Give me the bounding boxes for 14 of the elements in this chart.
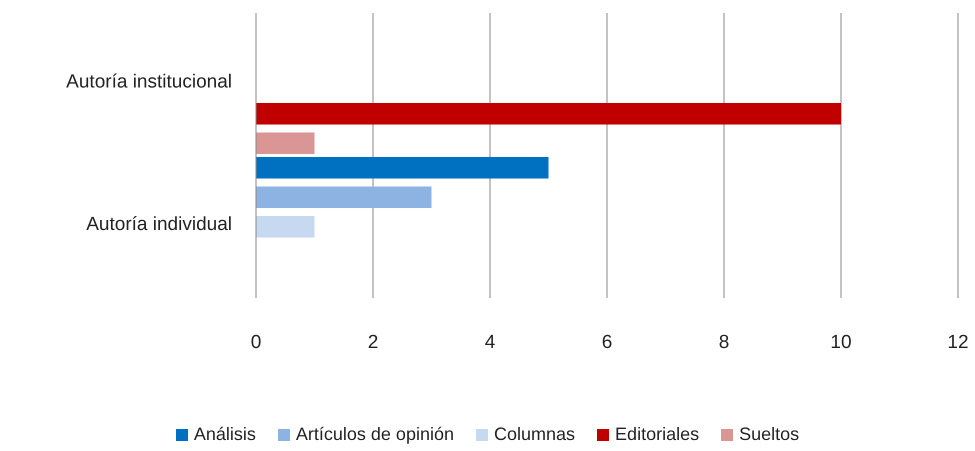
x-tick-label: 4 [484, 332, 496, 353]
legend-label: Sueltos [739, 424, 800, 445]
y-tick-label: Autoría individual [86, 214, 232, 235]
x-tick-label: 6 [602, 332, 612, 353]
legend-label: Análisis [194, 424, 256, 445]
legend-label: Artículos de opinión [296, 424, 454, 445]
x-tick-label: 0 [250, 332, 262, 353]
x-tick-label: 12 [947, 332, 969, 353]
y-tick-label: Autoría institucional [66, 71, 232, 92]
legend-label: Columnas [494, 424, 576, 445]
x-tick-label: 8 [718, 332, 730, 353]
legend-label: Editoriales [615, 424, 700, 445]
x-tick-label: 10 [830, 332, 852, 353]
x-tick-label: 2 [368, 332, 378, 353]
